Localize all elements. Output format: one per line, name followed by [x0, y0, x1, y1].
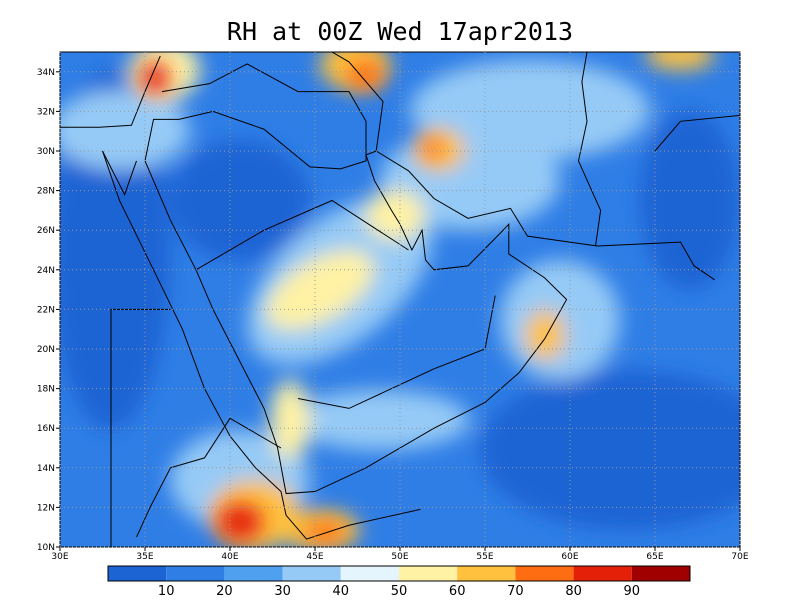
- coastline: [110, 308, 171, 547]
- lat-tick-label: 14N: [37, 464, 55, 474]
- colorbar-swatch: [108, 566, 167, 581]
- colorbar-swatch: [457, 566, 516, 581]
- rh-field: [60, 52, 740, 547]
- lon-tick-label: 40E: [221, 552, 238, 562]
- coastline: [375, 150, 715, 281]
- colorbar-frame: [107, 565, 691, 582]
- lat-tick-label: 20N: [37, 345, 55, 355]
- colorbar-label: 70: [507, 584, 524, 599]
- lat-tick-label: 22N: [37, 305, 55, 315]
- coastline: [654, 114, 740, 152]
- coastlines: [60, 52, 740, 547]
- lon-tick-label: 65E: [646, 552, 663, 562]
- lon-tick-label: 30E: [51, 552, 68, 562]
- lon-tick-label: 45E: [306, 552, 323, 562]
- lon-tick-label: 35E: [136, 552, 153, 562]
- lat-tick-label: 24N: [37, 266, 55, 276]
- lat-tick-label: 30N: [37, 147, 55, 157]
- lat-tick-label: 16N: [37, 424, 55, 434]
- lon-tick-label: 50E: [391, 552, 408, 562]
- colorbar-label: 40: [333, 584, 350, 599]
- colorbar-label: 90: [624, 584, 641, 599]
- lat-tick-label: 10N: [37, 543, 55, 553]
- colorbar-label: 10: [158, 584, 175, 599]
- colorbar-swatch: [631, 566, 690, 581]
- coastline: [136, 417, 282, 538]
- lat-tick-label: 18N: [37, 385, 55, 395]
- lon-tick-label: 60E: [561, 552, 578, 562]
- lon-tick-label: 55E: [476, 552, 493, 562]
- lat-tick-label: 12N: [37, 503, 55, 513]
- lat-tick-label: 26N: [37, 226, 55, 236]
- title: RH at 00Z Wed 17apr2013: [227, 17, 573, 46]
- colorbar-swatch: [166, 566, 225, 581]
- coastline: [102, 150, 421, 540]
- lat-tick-label: 34N: [37, 68, 55, 78]
- lon-tick-label: 70E: [731, 552, 748, 562]
- colorbar: 10 20 30 40 50 60 70 80 90: [107, 565, 691, 599]
- colorbar-swatch: [340, 566, 399, 581]
- colorbar-label: 60: [449, 584, 466, 599]
- coastline: [577, 52, 602, 247]
- coastline: [60, 55, 161, 128]
- coastline: [195, 199, 409, 271]
- colorbar-swatch: [282, 566, 341, 581]
- colorbar-swatch: [224, 566, 283, 581]
- coastline: [297, 295, 496, 409]
- graticule: 30E 35E 40E 45E 50E 55E 60E 65E 70E 10N 12N 14N 16N 1…: [37, 52, 749, 562]
- coastline: [102, 150, 137, 196]
- colorbar-label: 80: [565, 584, 582, 599]
- coastline: [331, 52, 384, 152]
- lat-tick-label: 32N: [37, 107, 55, 117]
- colorbar-label: 30: [274, 584, 291, 599]
- colorbar-swatch: [573, 566, 632, 581]
- coastline: [144, 63, 367, 170]
- colorbar-label: 20: [216, 584, 233, 599]
- lat-tick-label: 28N: [37, 187, 55, 197]
- colorbar-label: 50: [391, 584, 408, 599]
- coastline: [144, 150, 568, 495]
- colorbar-swatch: [515, 566, 574, 581]
- colorbar-swatch: [399, 566, 458, 581]
